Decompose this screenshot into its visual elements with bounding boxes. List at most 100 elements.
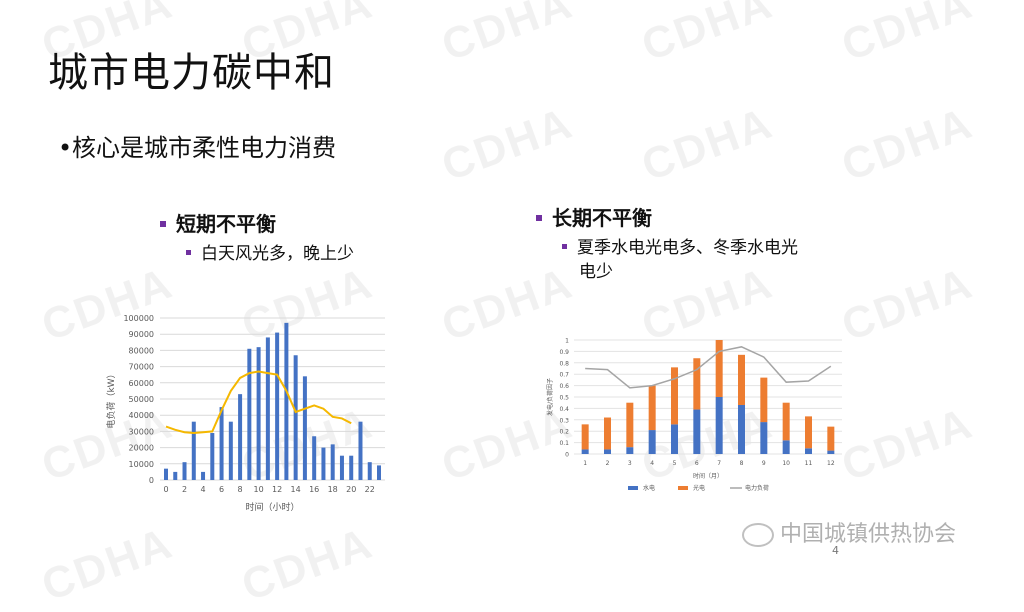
watermark-text: CDHA (635, 98, 780, 191)
y-tick-label: 30000 (129, 427, 154, 436)
x-tick-label: 4 (200, 485, 205, 494)
pv-bar (648, 385, 656, 431)
hydro-bar (671, 424, 678, 454)
x-tick-label: 10 (254, 485, 264, 494)
pv-bar (581, 424, 589, 450)
x-tick-label: 10 (782, 460, 790, 467)
y-tick-label: 80000 (129, 346, 154, 355)
hydro-bar (715, 397, 723, 454)
pv-bar (738, 354, 745, 405)
long-term-heading-text: 长期不平衡 (552, 206, 652, 230)
daily-load-chart: 0 10000 20000 30000 40000 50000 60000 70000 8000… (105, 314, 385, 513)
bar (173, 471, 178, 480)
legend-label: 水电 (643, 484, 655, 492)
hydro-bar (581, 449, 589, 454)
hydro-bar (738, 404, 745, 454)
pv-bar (827, 426, 835, 451)
load-line (165, 370, 352, 435)
y-tick-label: 10000 (129, 460, 154, 469)
hydro-bar (604, 449, 611, 454)
watermark-text: CDHA (435, 0, 580, 71)
bar (191, 421, 196, 480)
long-term-sub-line1: 夏季水电光电多、冬季水电光 (577, 238, 798, 258)
y-tick-label: 60000 (129, 379, 154, 388)
watermark-text: CDHA (835, 98, 980, 191)
x-tick-label: 6 (695, 460, 699, 467)
watermark-text: CDHA (435, 98, 580, 191)
y-tick-label: 40000 (129, 411, 154, 420)
legend-swatch (678, 486, 688, 490)
short-term-heading-text: 短期不平衡 (176, 212, 276, 236)
x-tick-label: 6 (219, 485, 224, 494)
short-term-heading: 短期不平衡 (160, 208, 276, 237)
x-tick-label: 5 (673, 460, 677, 467)
pv-bar (671, 367, 678, 425)
x-tick-label: 4 (650, 460, 654, 467)
x-tick-label: 20 (346, 485, 356, 494)
y-axis-label: 电负荷（kW） (105, 369, 117, 428)
bar (312, 436, 317, 480)
x-tick-label: 12 (827, 460, 835, 467)
x-tick-label: 22 (365, 485, 375, 494)
x-tick-label: 12 (272, 485, 282, 494)
pv-bar (693, 358, 701, 410)
purple-square-icon (160, 220, 166, 227)
y-tick-label: 0 (149, 476, 154, 485)
x-tick-label: 0 (163, 485, 168, 494)
footer-logo-text: 中国城镇供热协会 (780, 522, 957, 547)
y-tick-label: 0.6 (559, 383, 569, 390)
short-term-sub-text: 白天风光多，晚上少 (201, 244, 354, 264)
pv-bar (805, 416, 812, 449)
y-axis-label: 发电/负荷因子 (546, 378, 554, 416)
y-tick-label: 0.7 (559, 372, 569, 379)
bar (201, 471, 206, 480)
pv-bar (604, 417, 611, 450)
bar (256, 347, 261, 480)
bar (228, 421, 233, 480)
hydro-bar (782, 440, 790, 454)
x-tick-label: 7 (717, 460, 721, 467)
bar (164, 468, 168, 480)
y-tick-label: 0 (565, 452, 569, 459)
bar (238, 394, 243, 480)
bar (219, 407, 224, 480)
y-tick-label: 50000 (129, 395, 154, 404)
pv-bar (626, 402, 634, 448)
y-tick-label: 20000 (129, 444, 154, 453)
watermark-text: CDHA (835, 398, 980, 491)
bar (293, 355, 298, 480)
y-tick-label: 0.4 (559, 406, 569, 413)
legend-label: 光电 (693, 484, 705, 492)
x-tick-label: 2 (606, 460, 610, 467)
bar (302, 376, 307, 480)
short-term-sub: 白天风光多，晚上少 (186, 242, 354, 266)
hydro-bar (626, 447, 634, 454)
long-term-sub-line2: 电少 (579, 262, 613, 282)
hydro-bar (693, 409, 701, 454)
hydro-bar (648, 430, 656, 454)
watermark-text: CDHA (235, 518, 380, 611)
legend-swatch (628, 486, 638, 490)
main-bullet-text: 核心是城市柔性电力消费 (72, 134, 336, 162)
bar (321, 447, 326, 480)
x-tick-label: 16 (309, 485, 319, 494)
y-tick-label: 0.2 (559, 429, 569, 436)
bar (377, 465, 381, 480)
hydro-bar (827, 450, 835, 454)
pv-bar (760, 377, 768, 423)
footer-logo: 中国城镇供热协会 (742, 516, 956, 548)
x-tick-label: 9 (762, 460, 766, 467)
monthly-generation-chart: 00.10.20.30.40.50.60.70.80.911 2 3 4 5 6 7 8 9 10… (546, 338, 842, 492)
bar (182, 462, 187, 480)
wechat-icon (742, 523, 774, 547)
y-tick-label: 1 (565, 338, 569, 345)
x-tick-label: 14 (291, 485, 301, 494)
bar (265, 337, 270, 480)
x-tick-label: 8 (740, 460, 744, 467)
page-number: 4 (832, 544, 839, 557)
bullet-dot-icon: • (58, 134, 73, 162)
hydro-bar (760, 422, 768, 454)
bar (275, 332, 280, 480)
purple-square-icon (562, 243, 567, 249)
legend-label: 电力负荷 (745, 484, 769, 492)
